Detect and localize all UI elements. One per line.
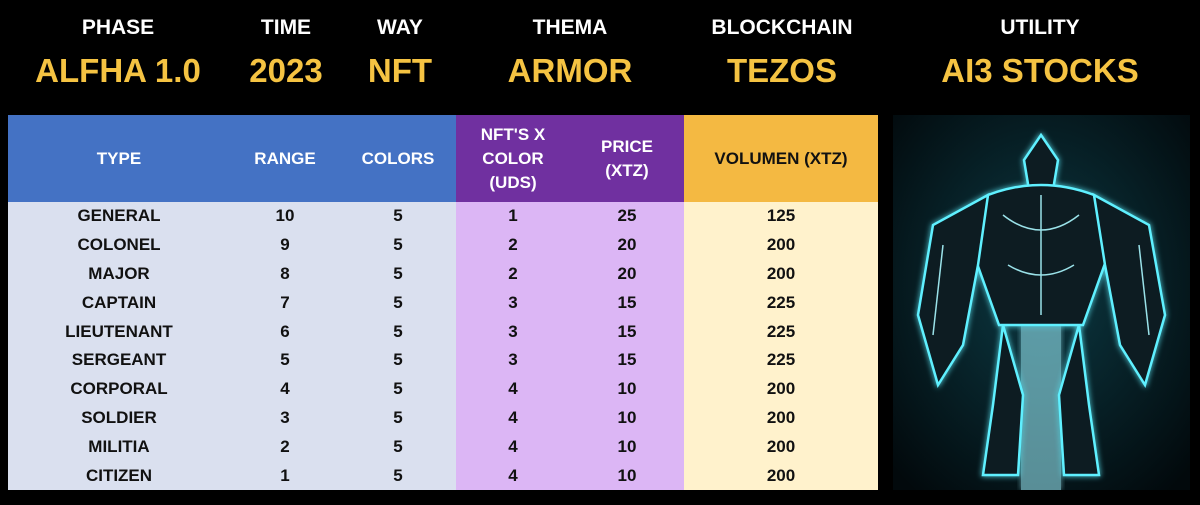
header-label: UTILITY	[1000, 16, 1080, 39]
cell: 15	[617, 321, 637, 341]
header-line: RANGE	[254, 148, 316, 168]
cell: 200	[766, 235, 796, 255]
header-value: 2023	[249, 52, 323, 89]
cell: MAJOR	[88, 263, 150, 283]
column-header: RANGE	[230, 115, 340, 202]
header-label: BLOCKCHAIN	[711, 16, 853, 39]
column-background	[230, 202, 340, 490]
column-header: TYPE	[8, 115, 230, 202]
cell: 5	[393, 379, 403, 399]
cell: 3	[508, 292, 518, 312]
header-label: TIME	[260, 16, 312, 39]
column-header: COLORS	[340, 115, 456, 202]
cell: 10	[617, 465, 637, 485]
cell: CORPORAL	[70, 379, 168, 399]
cell: 225	[766, 321, 796, 341]
cell: 1	[280, 465, 290, 485]
cell: 20	[617, 263, 637, 283]
cell: 5	[393, 407, 403, 427]
header-line: VOLUMEN (XTZ)	[714, 148, 848, 168]
header-value: ALFHA 1.0	[35, 52, 201, 89]
column-background	[456, 202, 570, 490]
cell: 25	[617, 206, 637, 226]
cell: 10	[617, 407, 637, 427]
header-line: NFT'S X	[480, 124, 546, 144]
cell: 200	[766, 465, 796, 485]
header-line: COLORS	[361, 148, 435, 168]
cell: SERGEANT	[71, 350, 167, 370]
cell: 5	[393, 321, 403, 341]
header-line: COLOR	[482, 148, 544, 168]
cell: 5	[393, 436, 403, 456]
cell: 1	[508, 206, 518, 226]
cell: 5	[280, 350, 290, 370]
cell: 2	[280, 436, 290, 456]
header-label: THEMA	[532, 16, 608, 39]
cell: 4	[508, 379, 518, 399]
cell: LIEUTENANT	[65, 321, 173, 341]
column-header: PRICE (XTZ)	[570, 115, 684, 202]
cell: 10	[617, 436, 637, 456]
cell: 3	[508, 321, 518, 341]
cell: 5	[393, 206, 403, 226]
header-line: TYPE	[96, 148, 142, 168]
header-line: PRICE	[601, 136, 653, 156]
cell: 15	[617, 350, 637, 370]
cell: 5	[393, 465, 403, 485]
cell: 15	[617, 292, 637, 312]
cell: 2	[508, 235, 518, 255]
header-value: ARMOR	[507, 52, 633, 89]
cell: 7	[280, 292, 290, 312]
cell: 200	[766, 436, 796, 456]
column-background	[570, 202, 684, 490]
cell: 3	[508, 350, 518, 370]
header-value: NFT	[367, 52, 433, 89]
column-background	[8, 202, 230, 490]
cell: 5	[393, 350, 403, 370]
cell: 8	[280, 263, 290, 283]
cell: 125	[766, 206, 796, 226]
cell: 20	[617, 235, 637, 255]
cell: MILITIA	[88, 436, 150, 456]
column-background	[684, 202, 878, 490]
cell: 4	[508, 436, 518, 456]
cell: 9	[280, 235, 290, 255]
column-header: NFT'S X COLOR (UDS)	[456, 115, 570, 202]
cell: 225	[766, 292, 796, 312]
cell: 5	[393, 292, 403, 312]
cell: 200	[766, 407, 796, 427]
cell: 6	[280, 321, 290, 341]
cell: 3	[280, 407, 290, 427]
header-label: PHASE	[81, 16, 155, 39]
header-value: AI3 STOCKS	[941, 52, 1139, 89]
cell: 10	[275, 206, 295, 226]
cell: SOLDIER	[81, 407, 157, 427]
cell: 10	[617, 379, 637, 399]
cell: 225	[766, 350, 796, 370]
cell: 4	[508, 407, 518, 427]
cell: CITIZEN	[85, 465, 153, 485]
cell: 200	[766, 263, 796, 283]
cell: GENERAL	[77, 206, 161, 226]
header-label: WAY	[377, 16, 423, 39]
header-line: (UDS)	[489, 172, 537, 192]
column-header: VOLUMEN (XTZ)	[684, 115, 878, 202]
cell: COLONEL	[77, 235, 161, 255]
cell: 200	[766, 379, 796, 399]
cell: CAPTAIN	[81, 292, 157, 312]
cell: 5	[393, 263, 403, 283]
armor-image	[893, 115, 1190, 490]
cell: 2	[508, 263, 518, 283]
header-line: (XTZ)	[605, 160, 649, 180]
cell: 4	[508, 465, 518, 485]
column-background	[340, 202, 456, 490]
cell: 5	[393, 235, 403, 255]
cell: 4	[280, 379, 290, 399]
header-value: TEZOS	[726, 52, 837, 89]
